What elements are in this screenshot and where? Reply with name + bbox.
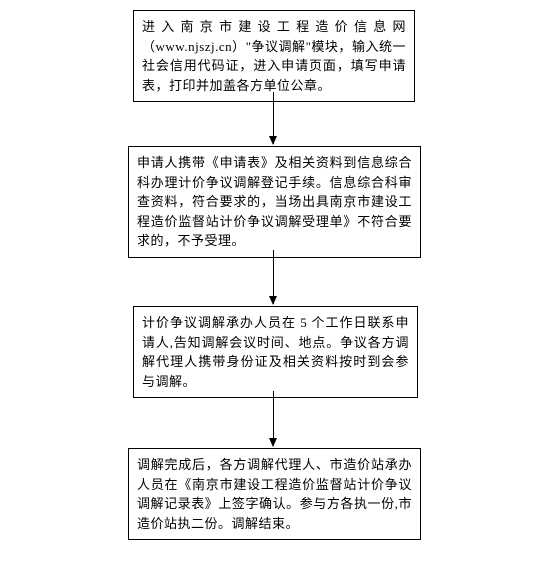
flowchart-container: 进入南京市建设工程造价信息网（www.njszj.cn）"争议调解"模块，输入统… bbox=[0, 0, 552, 582]
flowchart-arrow-2 bbox=[273, 250, 274, 304]
flowchart-node-step3: 计价争议调解承办人员在 5 个工作日联系申请人,告知调解会议时间、地点。争议各方… bbox=[133, 306, 418, 398]
flowchart-node-step4: 调解完成后，各方调解代理人、市造价站承办人员在《南京市建设工程造价监督站计价争议… bbox=[128, 448, 421, 540]
flowchart-node-step2: 申请人携带《申请表》及相关资料到信息综合科办理计价争议调解登记手续。信息综合科审… bbox=[128, 146, 421, 258]
flowchart-node-step1: 进入南京市建设工程造价信息网（www.njszj.cn）"争议调解"模块，输入统… bbox=[133, 10, 415, 102]
flowchart-arrow-1 bbox=[273, 92, 274, 144]
flowchart-arrow-3 bbox=[273, 391, 274, 446]
